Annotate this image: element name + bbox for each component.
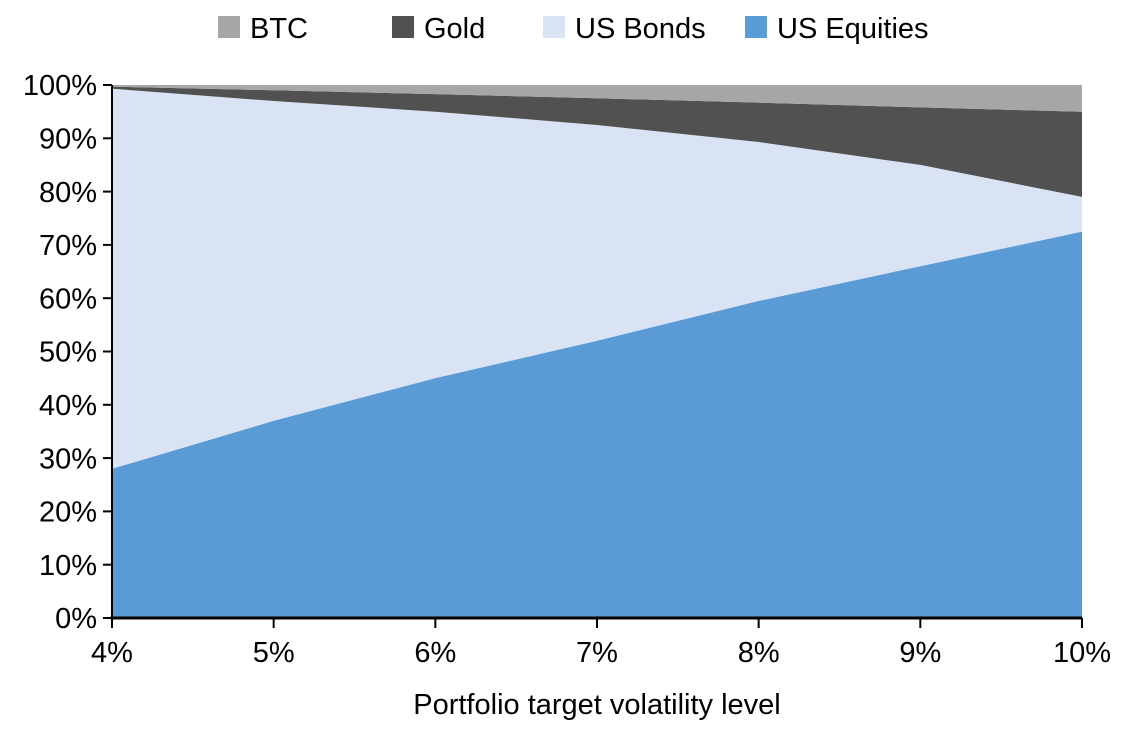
x-tick-label: 7% xyxy=(576,637,618,669)
legend-item-us-equities: US Equities xyxy=(745,13,929,45)
y-tick-label: 80% xyxy=(39,177,97,209)
legend-swatch-us-equities xyxy=(745,16,767,38)
area-btc xyxy=(112,85,1082,112)
area-us-bonds xyxy=(112,88,1082,469)
y-tick-label: 30% xyxy=(39,443,97,475)
legend-label-gold: Gold xyxy=(424,13,485,45)
legend-label-us-bonds: US Bonds xyxy=(575,13,706,45)
x-tick-label: 10% xyxy=(1053,637,1111,669)
y-tick-label: 50% xyxy=(39,337,97,369)
y-tick-label: 60% xyxy=(39,283,97,315)
x-tick-label: 5% xyxy=(253,637,295,669)
plot-areas xyxy=(112,85,1082,618)
axes: 0% 10% 20% 30% 40% 50% 60% 70% 80% 90% 100% 4% 5% 6% 7… xyxy=(23,70,1111,669)
x-tick-label: 4% xyxy=(91,637,133,669)
legend-item-gold: Gold xyxy=(392,13,485,45)
chart-legend: BTC Gold US Bonds US Equities xyxy=(218,13,929,45)
y-tick-label: 20% xyxy=(39,497,97,529)
y-tick-label: 40% xyxy=(39,390,97,422)
legend-swatch-gold xyxy=(392,16,414,38)
legend-label-us-equities: US Equities xyxy=(777,13,929,45)
legend-swatch-btc xyxy=(218,16,240,38)
y-tick-label: 10% xyxy=(39,550,97,582)
legend-label-btc: BTC xyxy=(250,13,308,45)
legend-swatch-us-bonds xyxy=(543,16,565,38)
x-tick-label: 8% xyxy=(738,637,780,669)
legend-item-us-bonds: US Bonds xyxy=(543,13,706,45)
x-axis-title: Portfolio target volatility level xyxy=(413,689,781,721)
legend-item-btc: BTC xyxy=(218,13,308,45)
area-gold xyxy=(112,86,1082,197)
x-tick-label: 6% xyxy=(414,637,456,669)
x-tick-label: 9% xyxy=(899,637,941,669)
y-tick-label: 90% xyxy=(39,123,97,155)
area-us-equities xyxy=(112,231,1082,618)
y-tick-label: 70% xyxy=(39,230,97,262)
y-tick-label: 0% xyxy=(55,603,97,635)
y-tick-label: 100% xyxy=(23,70,97,102)
